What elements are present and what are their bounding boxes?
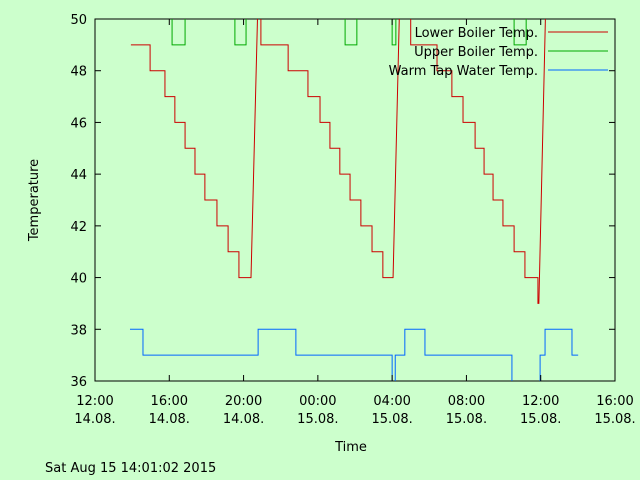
y-tick-label: 46 [70, 116, 87, 131]
x-tick-label: 15.08. [371, 412, 412, 427]
x-tick-label: 16:00 [596, 394, 633, 409]
series-line [130, 19, 546, 304]
x-tick-label: 12:00 [522, 394, 559, 409]
y-tick-label: 42 [70, 220, 87, 235]
y-tick-label: 50 [70, 13, 87, 28]
y-tick-label: 38 [70, 323, 87, 338]
series-line [129, 328, 579, 381]
x-tick-label: 14.08. [74, 412, 115, 427]
legend-label: Lower Boiler Temp. [415, 26, 538, 41]
x-tick-label: 14.08. [223, 412, 264, 427]
x-tick-label: 15.08. [446, 412, 487, 427]
x-tick-label: 16:00 [151, 394, 188, 409]
x-axis-label: Time [334, 440, 367, 455]
y-axis-label: Temperature [27, 159, 42, 242]
y-tick-label: 36 [70, 375, 87, 390]
x-tick-label: 15.08. [297, 412, 338, 427]
x-tick-label: 20:00 [225, 394, 262, 409]
footer-timestamp: Sat Aug 15 14:01:02 2015 [45, 461, 216, 476]
legend-label: Upper Boiler Temp. [414, 45, 538, 60]
y-tick-label: 40 [70, 272, 87, 287]
series-line [171, 19, 527, 46]
legend-label: Warm Tap Water Temp. [389, 64, 538, 79]
x-tick-label: 12:00 [76, 394, 113, 409]
x-tick-label: 15.08. [520, 412, 561, 427]
x-tick-label: 14.08. [149, 412, 190, 427]
plot-area [129, 19, 579, 381]
y-tick-label: 48 [70, 65, 87, 80]
y-tick-label: 44 [70, 168, 87, 183]
x-tick-label: 04:00 [373, 394, 410, 409]
x-tick-label: 00:00 [299, 394, 336, 409]
x-tick-label: 08:00 [448, 394, 485, 409]
plot-border [94, 18, 616, 382]
x-tick-label: 15.08. [594, 412, 635, 427]
